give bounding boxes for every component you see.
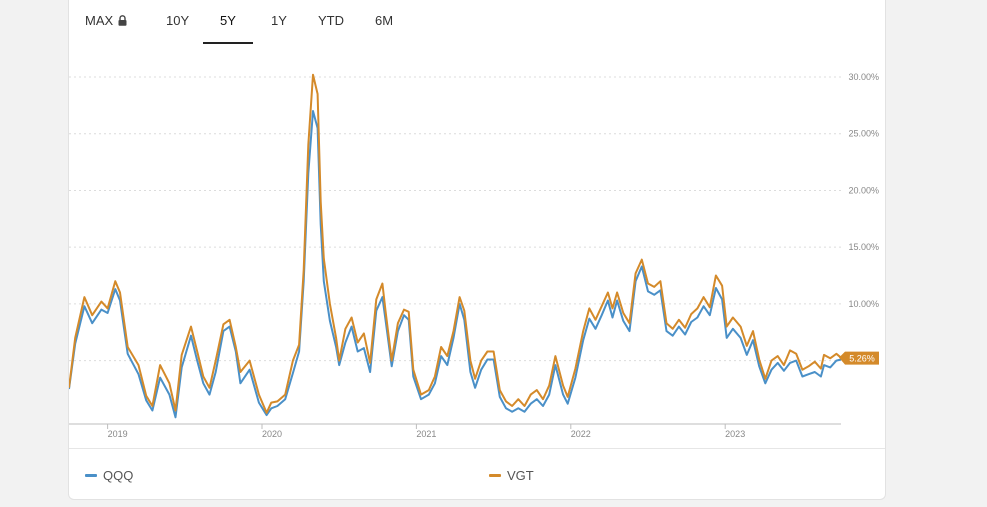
- y-tick-label: 20.00%: [848, 185, 879, 195]
- tab-max[interactable]: MAX: [85, 12, 127, 42]
- series-line-qqq: [69, 110, 842, 419]
- tab-6m[interactable]: 6M: [375, 12, 393, 42]
- legend-label-qqq: QQQ: [103, 468, 134, 483]
- tab-1y[interactable]: 1Y: [271, 12, 287, 42]
- x-tick-label: 2020: [262, 429, 282, 439]
- x-tick-label: 2019: [108, 429, 128, 439]
- tab-5y[interactable]: 5Y: [203, 12, 253, 44]
- y-tick-label: 25.00%: [848, 129, 879, 139]
- tab-10y-label: 10Y: [166, 13, 190, 28]
- legend-item-qqq[interactable]: QQQ: [85, 468, 133, 483]
- tab-ytd-label: YTD: [318, 13, 344, 28]
- x-tick-label: 2023: [725, 429, 745, 439]
- y-tick-label: 30.00%: [848, 72, 879, 82]
- tab-1y-label: 1Y: [271, 13, 287, 28]
- series-line-vgt: [69, 73, 842, 414]
- y-tick-label: 15.00%: [848, 242, 879, 252]
- range-tabs: MAX 10Y 5Y 1Y YTD 6M: [69, 0, 885, 44]
- tab-max-label: MAX: [85, 13, 114, 28]
- x-tick-label: 2021: [416, 429, 436, 439]
- legend-divider: [69, 448, 885, 449]
- legend-label-vgt: VGT: [507, 468, 534, 483]
- tab-10y[interactable]: 10Y: [166, 12, 189, 42]
- legend-item-vgt[interactable]: VGT: [489, 468, 534, 483]
- legend-swatch-qqq: [85, 474, 97, 477]
- current-value-label: 5.26%: [849, 354, 875, 364]
- lock-icon: [118, 13, 127, 31]
- tab-ytd[interactable]: YTD: [318, 12, 344, 42]
- y-tick-label: 10.00%: [848, 299, 879, 309]
- current-value-badge: [839, 351, 879, 365]
- chart-plot: 10.00% 15.00% 20.00% 25.00% 30.00% 2019 2020 20…: [69, 72, 879, 439]
- tab-5y-label: 5Y: [220, 13, 236, 28]
- x-tick-label: 2022: [571, 429, 591, 439]
- chart-card: MAX 10Y 5Y 1Y YTD 6M 10.00% 15.00% 20.00% 2…: [68, 0, 886, 500]
- legend-swatch-vgt: [489, 474, 501, 477]
- tab-6m-label: 6M: [375, 13, 394, 28]
